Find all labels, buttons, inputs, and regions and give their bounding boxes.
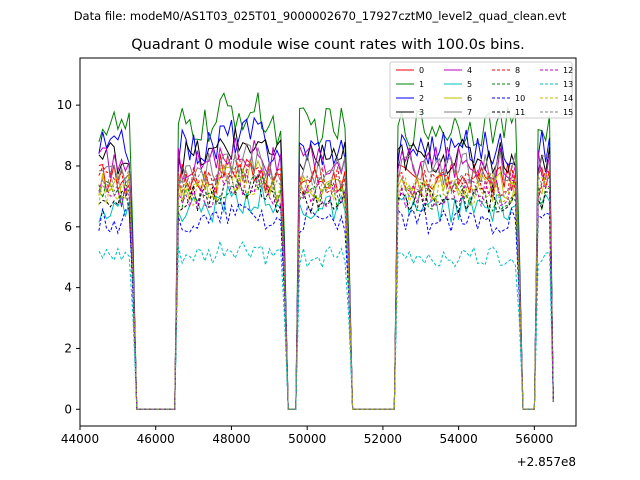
y-axis: 0 2 4 6 8 10 <box>57 98 80 416</box>
legend-label: 3 <box>419 108 424 117</box>
x-tick-label: 52000 <box>364 432 402 446</box>
legend-label: 12 <box>563 66 573 75</box>
y-tick-label: 6 <box>64 220 72 234</box>
x-axis: 44000 46000 48000 50000 52000 54000 56000 <box>61 426 553 446</box>
legend-label: 9 <box>515 80 520 89</box>
x-offset-label: +2.857e8 <box>517 455 576 469</box>
legend-label: 1 <box>419 80 424 89</box>
y-tick-label: 4 <box>64 281 72 295</box>
series-line-8 <box>98 154 554 410</box>
legend-label: 6 <box>467 94 472 103</box>
plot-frame <box>79 57 577 427</box>
x-tick-label: 50000 <box>288 432 326 446</box>
y-tick-label: 0 <box>64 402 72 416</box>
series-line-11 <box>98 173 554 410</box>
chart-title: Quadrant 0 module wise count rates with … <box>131 37 525 53</box>
legend-label: 13 <box>563 80 573 89</box>
series-line-3 <box>98 127 554 410</box>
y-tick-label: 2 <box>64 341 72 355</box>
series-line-4 <box>98 137 554 410</box>
x-tick-label: 44000 <box>61 432 99 446</box>
legend-label: 5 <box>467 80 472 89</box>
y-tick-label: 8 <box>64 159 72 173</box>
legend-label: 11 <box>515 108 525 117</box>
legend-label: 4 <box>467 66 472 75</box>
x-tick-label: 48000 <box>212 432 250 446</box>
series-line-2 <box>98 116 554 410</box>
series-lines <box>98 92 554 410</box>
series-line-15 <box>98 157 554 410</box>
series-line-1 <box>98 92 554 410</box>
legend-label: 7 <box>467 108 472 117</box>
legend-label: 14 <box>563 94 573 103</box>
legend-box <box>389 61 573 119</box>
x-tick-label: 46000 <box>137 432 175 446</box>
series-line-5 <box>98 184 554 410</box>
series-line-14 <box>98 163 554 410</box>
series-line-10 <box>98 200 554 410</box>
legend-label: 2 <box>419 94 424 103</box>
legend-label: 15 <box>563 108 573 117</box>
x-tick-label: 54000 <box>440 432 478 446</box>
x-tick-label: 56000 <box>515 432 553 446</box>
series-line-6 <box>98 159 554 410</box>
y-tick-label: 10 <box>57 98 72 112</box>
series-line-13 <box>98 240 554 410</box>
legend-label: 8 <box>515 66 520 75</box>
legend-label: 0 <box>419 66 424 75</box>
series-line-12 <box>98 166 554 410</box>
figure-suptitle: Data file: modeM0/AS1T03_025T01_90000026… <box>74 9 567 23</box>
legend-label: 10 <box>515 94 525 103</box>
